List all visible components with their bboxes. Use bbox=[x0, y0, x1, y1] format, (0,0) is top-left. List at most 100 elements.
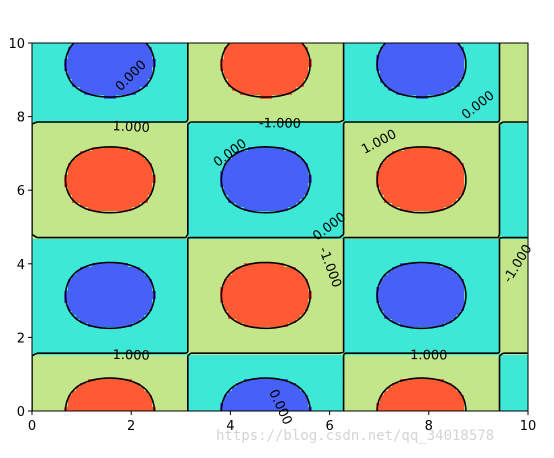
contour-cell bbox=[188, 303, 193, 308]
contour-cell bbox=[148, 355, 153, 360]
contour-cell bbox=[44, 151, 49, 156]
contour-cell bbox=[72, 379, 77, 384]
contour-cell bbox=[136, 399, 141, 404]
contour-cell bbox=[56, 71, 61, 76]
contour-cell bbox=[104, 311, 109, 316]
contour-cell bbox=[120, 171, 125, 176]
contour-cell bbox=[48, 203, 53, 208]
contour-cell bbox=[136, 307, 141, 312]
contour-cell bbox=[152, 203, 157, 208]
contour-cell bbox=[180, 323, 185, 328]
contour-cell bbox=[232, 307, 237, 312]
contour-cell bbox=[192, 287, 197, 292]
contour-cell bbox=[116, 383, 121, 388]
contour-cell bbox=[152, 375, 157, 380]
contour-cell bbox=[208, 215, 213, 220]
contour-cell bbox=[44, 391, 49, 396]
contour-cell bbox=[108, 403, 113, 408]
contour-cell bbox=[96, 399, 101, 404]
contour-cell bbox=[60, 331, 65, 336]
contour-cell bbox=[172, 327, 177, 332]
contour-cell bbox=[172, 163, 177, 168]
contour-cell bbox=[92, 387, 97, 392]
contour-cell bbox=[108, 87, 113, 92]
contour-cell bbox=[124, 179, 129, 184]
contour-cell bbox=[104, 75, 109, 80]
contour-cell bbox=[164, 151, 169, 156]
contour-cell bbox=[224, 359, 229, 364]
contour-cell bbox=[156, 391, 161, 396]
contour-cell bbox=[216, 327, 221, 332]
contour-cell bbox=[152, 191, 157, 196]
contour-cell bbox=[200, 151, 205, 156]
contour-cell bbox=[148, 331, 153, 336]
contour-cell bbox=[32, 323, 37, 328]
contour-cell bbox=[216, 247, 221, 252]
contour-cell bbox=[116, 327, 121, 332]
contour-cell bbox=[228, 75, 233, 80]
contour-cell bbox=[224, 255, 229, 260]
contour-cell bbox=[108, 195, 113, 200]
contour-cell bbox=[60, 191, 65, 196]
contour-cell bbox=[32, 171, 37, 176]
contour-cell bbox=[64, 87, 69, 92]
contour-cell bbox=[236, 187, 241, 192]
contour-cell bbox=[208, 303, 213, 308]
contour-cell bbox=[164, 319, 169, 324]
contour-cell bbox=[48, 123, 53, 128]
contour-cell bbox=[172, 343, 177, 348]
contour-cell bbox=[208, 259, 213, 264]
contour-cell bbox=[232, 107, 237, 112]
contour-cell bbox=[136, 271, 141, 276]
contour-cell bbox=[80, 311, 85, 316]
contour-cell bbox=[80, 171, 85, 176]
contour-cell bbox=[176, 95, 181, 100]
contour-cell bbox=[196, 283, 201, 288]
contour-cell bbox=[136, 55, 141, 60]
contour-cell bbox=[56, 195, 61, 200]
contour-cell bbox=[196, 179, 201, 184]
contour-cell bbox=[52, 203, 57, 208]
contour-cell bbox=[236, 387, 241, 392]
contour-cell bbox=[124, 403, 129, 408]
contour-cell bbox=[56, 223, 61, 228]
contour-cell bbox=[188, 319, 193, 324]
contour-cell bbox=[208, 211, 213, 216]
contour-cell bbox=[212, 187, 217, 192]
contour-cell bbox=[184, 183, 189, 188]
contour-cell bbox=[220, 387, 225, 392]
contour-cell bbox=[248, 147, 253, 152]
contour-cell bbox=[36, 319, 41, 324]
contour-cell bbox=[236, 103, 241, 108]
contour-cell bbox=[148, 103, 153, 108]
contour-cell bbox=[100, 55, 105, 60]
contour-cell bbox=[228, 127, 233, 132]
contour-cell bbox=[108, 147, 113, 152]
contour-cell bbox=[76, 359, 81, 364]
contour-cell bbox=[180, 43, 185, 48]
contour-cell bbox=[32, 71, 37, 76]
contour-cell bbox=[152, 383, 157, 388]
contour-cell bbox=[36, 403, 41, 408]
contour-cell bbox=[180, 223, 185, 228]
contour-cell bbox=[240, 111, 245, 116]
contour-cell bbox=[232, 303, 237, 308]
contour-cell bbox=[40, 327, 45, 332]
contour-cell bbox=[84, 251, 89, 256]
contour-cell bbox=[132, 391, 137, 396]
contour-cell bbox=[136, 379, 141, 384]
contour-cell bbox=[60, 283, 65, 288]
contour-cell bbox=[44, 51, 49, 56]
contour-cell bbox=[168, 407, 173, 411]
contour-cell bbox=[92, 395, 97, 400]
contour-cell bbox=[132, 107, 137, 112]
contour-cell bbox=[216, 211, 221, 216]
contour-cell bbox=[128, 175, 133, 180]
contour-cell bbox=[156, 171, 161, 176]
contour-cell bbox=[144, 407, 149, 411]
contour-cell bbox=[72, 335, 77, 340]
contour-cell bbox=[100, 343, 105, 348]
contour-cell bbox=[188, 187, 193, 192]
contour-cell bbox=[48, 267, 53, 272]
contour-cell bbox=[232, 227, 237, 232]
